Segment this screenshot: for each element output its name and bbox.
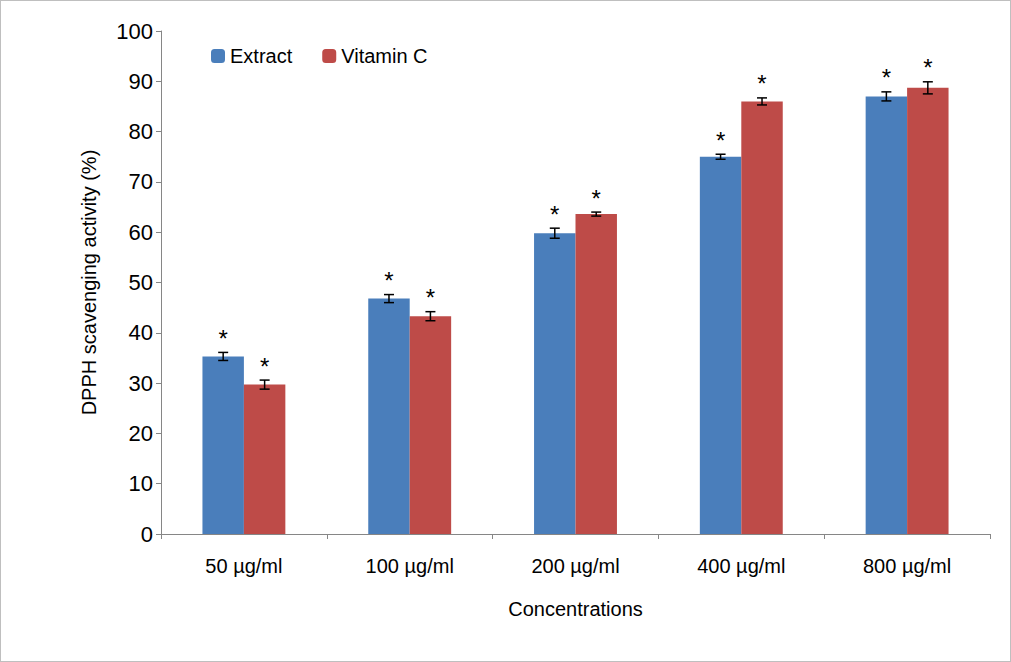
svg-text:30: 30 bbox=[129, 371, 153, 396]
svg-text:0: 0 bbox=[141, 522, 153, 547]
svg-text:*: * bbox=[426, 284, 435, 311]
svg-text:10: 10 bbox=[129, 471, 153, 496]
svg-text:*: * bbox=[384, 267, 393, 294]
svg-text:60: 60 bbox=[129, 220, 153, 245]
svg-text:50 µg/ml: 50 µg/ml bbox=[205, 555, 282, 577]
svg-text:Extract: Extract bbox=[230, 45, 293, 67]
svg-text:*: * bbox=[716, 127, 725, 154]
svg-text:Vitamin C: Vitamin C bbox=[341, 45, 427, 67]
svg-text:Concentrations: Concentrations bbox=[508, 598, 643, 620]
svg-text:20: 20 bbox=[129, 421, 153, 446]
svg-text:*: * bbox=[882, 64, 891, 91]
svg-text:800 µg/ml: 800 µg/ml bbox=[863, 555, 951, 577]
svg-text:*: * bbox=[592, 185, 601, 212]
svg-text:*: * bbox=[757, 70, 766, 97]
svg-text:200 µg/ml: 200 µg/ml bbox=[531, 555, 619, 577]
svg-text:100: 100 bbox=[116, 19, 153, 44]
svg-text:DPPH scavenging activity (%): DPPH scavenging activity (%) bbox=[78, 150, 100, 416]
svg-text:400 µg/ml: 400 µg/ml bbox=[697, 555, 785, 577]
svg-text:70: 70 bbox=[129, 169, 153, 194]
svg-text:100 µg/ml: 100 µg/ml bbox=[366, 555, 454, 577]
svg-text:80: 80 bbox=[129, 119, 153, 144]
svg-text:90: 90 bbox=[129, 69, 153, 94]
svg-text:50: 50 bbox=[129, 270, 153, 295]
svg-text:*: * bbox=[219, 325, 228, 352]
svg-text:40: 40 bbox=[129, 320, 153, 345]
svg-text:*: * bbox=[260, 353, 269, 380]
svg-text:*: * bbox=[923, 54, 932, 81]
svg-text:*: * bbox=[550, 201, 559, 228]
